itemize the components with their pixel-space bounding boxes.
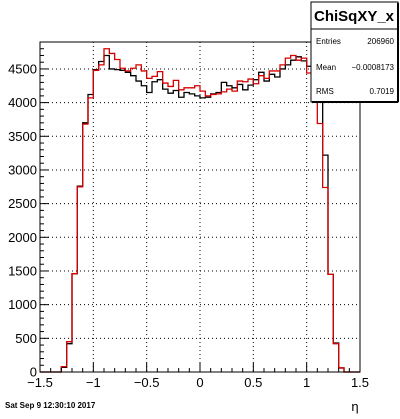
x-tick-label: −0.5: [134, 375, 160, 390]
stats-mean-value: −0.0008173: [352, 63, 395, 72]
stats-entries-label: Entries: [316, 37, 341, 46]
stats-entries-value: 206960: [367, 37, 394, 46]
stats-box-frame: [310, 1, 399, 103]
x-tick-label: 1: [303, 375, 310, 390]
y-tick-label: 4000: [8, 95, 37, 110]
y-tick-label: 500: [15, 331, 37, 346]
y-tick-label: 3500: [8, 129, 37, 144]
stats-rms-label: RMS: [316, 87, 334, 96]
histogram-series: [40, 48, 360, 373]
y-tick-label: 1000: [8, 297, 37, 312]
stats-box-title: ChiSqXY_x: [314, 8, 395, 25]
y-tick-label: 3000: [8, 162, 37, 177]
y-tick-label: 2000: [8, 230, 37, 245]
axes: −1.5 −1 −0.5 0 0.5 1 1.5 0 500 1000 1500 2000 2500 30…: [8, 41, 369, 390]
grid: [40, 42, 360, 372]
stats-box: ChiSqXY_x Entries 206960 Mean −0.0008173…: [310, 1, 399, 103]
footer-date: Sat Sep 9 12:30:10 2017: [5, 401, 96, 410]
stats-rms-value: 0.7019: [370, 87, 395, 96]
y-tick-label: 1500: [8, 263, 37, 278]
histogram-line-0: [40, 54, 360, 373]
x-tick-label: 1.5: [351, 375, 369, 390]
x-tick-label: −1.5: [27, 375, 53, 390]
y-tick-label: 0: [30, 365, 37, 380]
stats-mean-label: Mean: [316, 63, 336, 72]
x-tick-label: 0: [196, 375, 203, 390]
x-axis-label: η: [351, 399, 358, 414]
y-tick-label: 2500: [8, 196, 37, 211]
y-tick-label: 4500: [8, 61, 37, 76]
x-tick-label: 0.5: [244, 375, 262, 390]
histogram-line-1: [40, 48, 360, 373]
x-tick-label: −1: [86, 375, 101, 390]
